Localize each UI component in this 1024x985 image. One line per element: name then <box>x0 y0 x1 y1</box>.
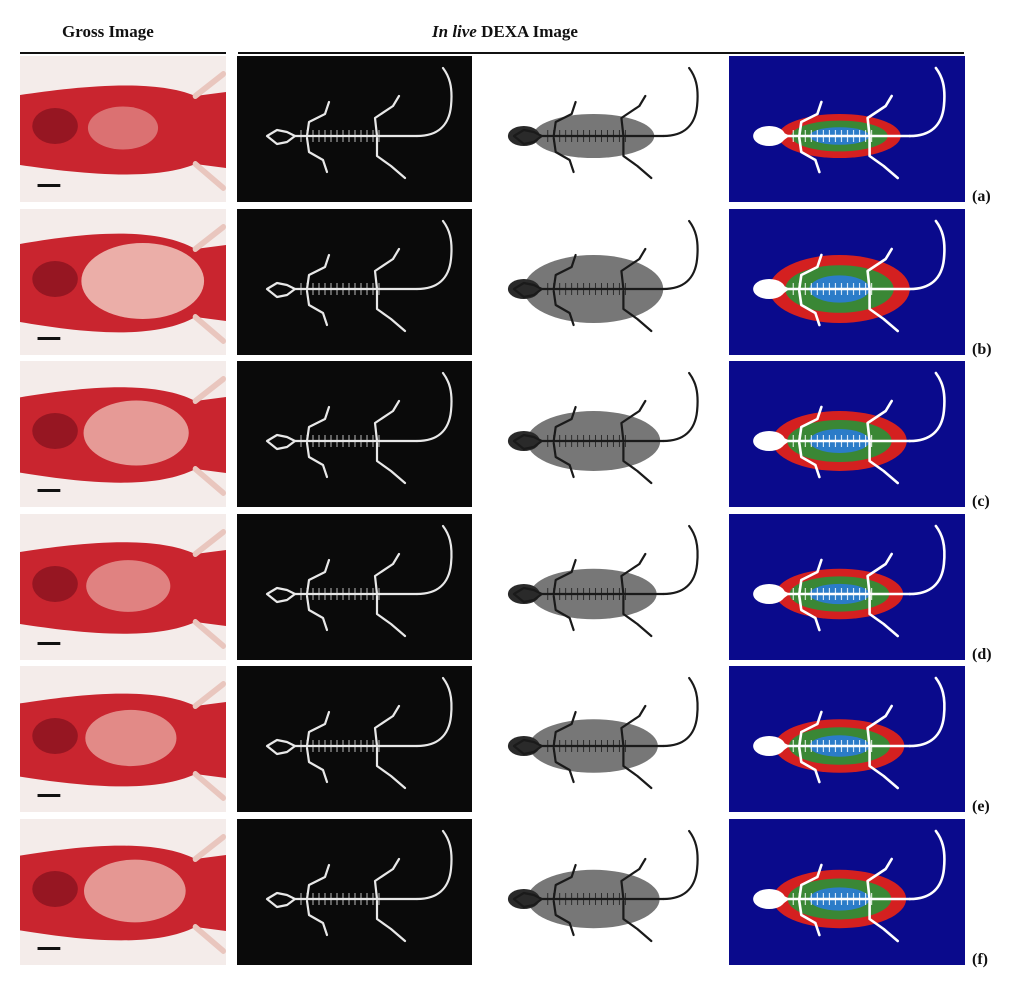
pseudo-image-row-5 <box>729 819 965 965</box>
neg-image-row-5 <box>484 819 718 965</box>
gross-image-row-4 <box>20 666 226 812</box>
pseudo-image-row-2 <box>729 361 965 507</box>
gross-image-row-0 <box>20 56 226 202</box>
pseudo-image-row-3 <box>729 514 965 660</box>
neg-image-row-4 <box>484 666 718 812</box>
gross-image-row-1 <box>20 209 226 355</box>
neg-image-row-3 <box>484 514 718 660</box>
dexa-image-header: In live DEXA Image <box>432 22 578 42</box>
row-label: (d) <box>972 646 992 663</box>
xray-image-row-1 <box>237 209 472 355</box>
xray-image-row-2 <box>237 361 472 507</box>
row-label: (a) <box>972 188 991 205</box>
dexa-header-rule <box>238 52 964 54</box>
gross-image-row-2 <box>20 361 226 507</box>
row-label: (b) <box>972 341 992 358</box>
pseudo-image-row-1 <box>729 209 965 355</box>
neg-image-row-0 <box>484 56 718 202</box>
gross-header-rule <box>20 52 226 54</box>
neg-image-row-1 <box>484 209 718 355</box>
pseudo-image-row-0 <box>729 56 965 202</box>
row-label: (c) <box>972 493 990 510</box>
row-label: (e) <box>972 798 990 815</box>
dexa-header-rest: DEXA Image <box>476 22 578 41</box>
xray-image-row-3 <box>237 514 472 660</box>
dexa-header-italic: In live <box>432 22 477 41</box>
gross-image-header: Gross Image <box>62 22 154 41</box>
gross-image-row-3 <box>20 514 226 660</box>
xray-image-row-0 <box>237 56 472 202</box>
row-label: (f) <box>972 951 988 968</box>
gross-image-row-5 <box>20 819 226 965</box>
xray-image-row-5 <box>237 819 472 965</box>
pseudo-image-row-4 <box>729 666 965 812</box>
xray-image-row-4 <box>237 666 472 812</box>
neg-image-row-2 <box>484 361 718 507</box>
